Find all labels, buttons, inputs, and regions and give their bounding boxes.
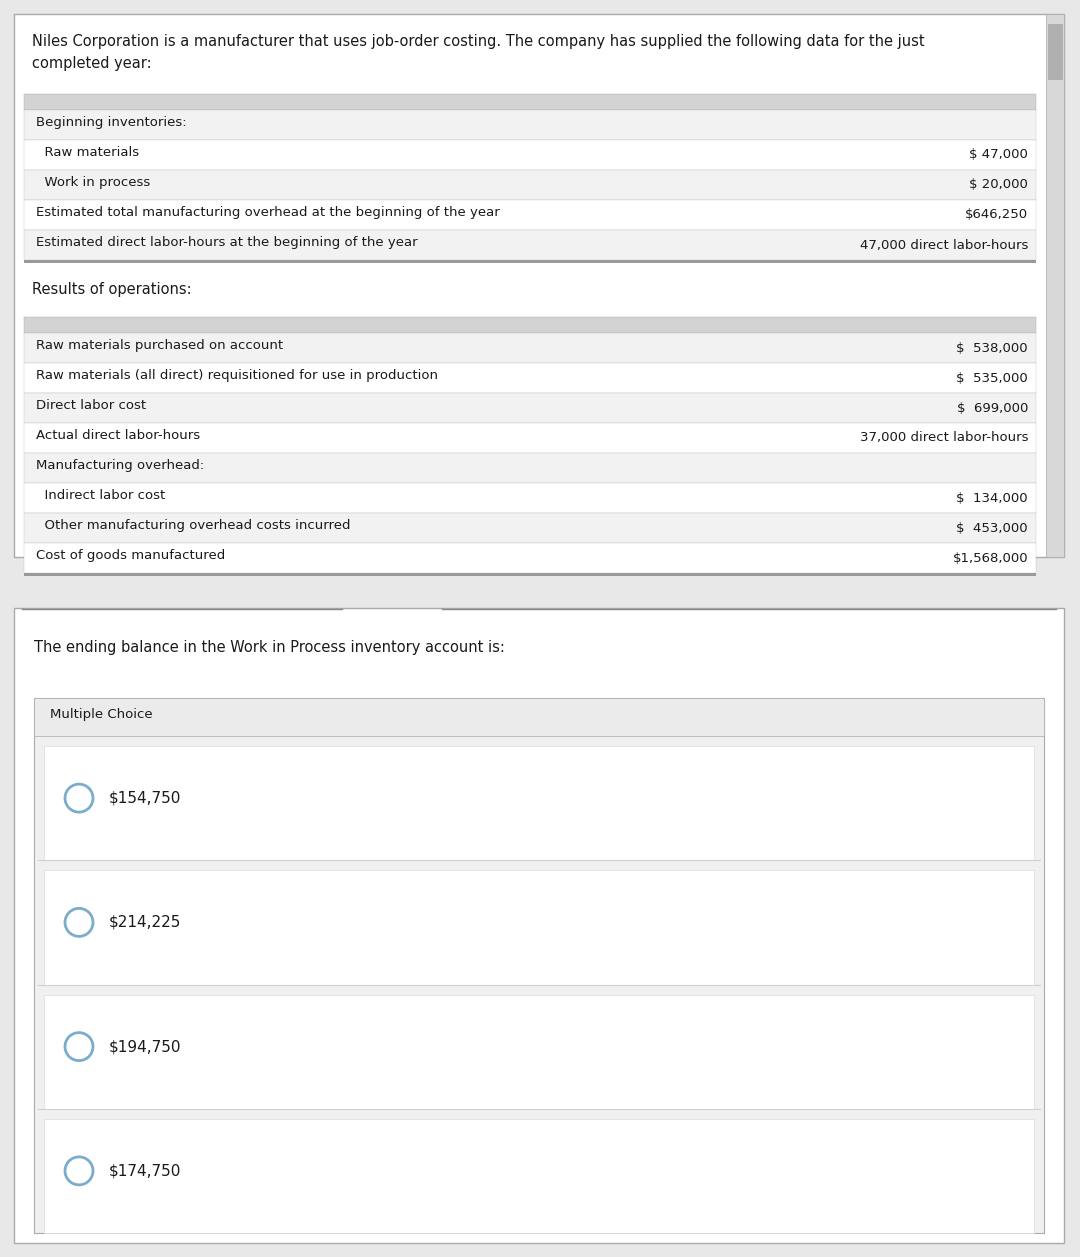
Text: Niles Corporation is a manufacturer that uses job-order costing. The company has: Niles Corporation is a manufacturer that… <box>32 34 924 72</box>
FancyBboxPatch shape <box>14 608 1064 1243</box>
FancyBboxPatch shape <box>44 745 1034 860</box>
Text: Cost of goods manufactured: Cost of goods manufactured <box>36 549 226 562</box>
Text: 37,000 direct labor-hours: 37,000 direct labor-hours <box>860 431 1028 445</box>
FancyBboxPatch shape <box>24 170 1036 200</box>
Text: Estimated direct labor-hours at the beginning of the year: Estimated direct labor-hours at the begi… <box>36 236 418 249</box>
FancyBboxPatch shape <box>24 333 1036 363</box>
FancyBboxPatch shape <box>1047 14 1064 557</box>
Text: $ 20,000: $ 20,000 <box>969 178 1028 191</box>
Text: $1,568,000: $1,568,000 <box>953 552 1028 564</box>
Text: $ 47,000: $ 47,000 <box>969 148 1028 161</box>
FancyBboxPatch shape <box>33 698 1044 1233</box>
Text: $174,750: $174,750 <box>109 1164 181 1178</box>
Text: Raw materials: Raw materials <box>36 146 139 158</box>
Text: Direct labor cost: Direct labor cost <box>36 398 146 412</box>
FancyBboxPatch shape <box>24 573 1036 576</box>
Text: The ending balance in the Work in Process inventory account is:: The ending balance in the Work in Proces… <box>33 640 504 655</box>
Text: $  699,000: $ 699,000 <box>957 401 1028 415</box>
FancyBboxPatch shape <box>24 424 1036 453</box>
Text: Estimated total manufacturing overhead at the beginning of the year: Estimated total manufacturing overhead a… <box>36 206 500 219</box>
Text: $  134,000: $ 134,000 <box>957 491 1028 504</box>
Text: $  535,000: $ 535,000 <box>956 372 1028 385</box>
FancyBboxPatch shape <box>24 94 1036 111</box>
FancyBboxPatch shape <box>24 393 1036 424</box>
FancyBboxPatch shape <box>33 698 1044 737</box>
FancyBboxPatch shape <box>24 317 1036 333</box>
Text: Indirect labor cost: Indirect labor cost <box>36 489 165 502</box>
Text: Results of operations:: Results of operations: <box>32 282 191 297</box>
FancyBboxPatch shape <box>44 994 1034 1109</box>
FancyBboxPatch shape <box>24 200 1036 230</box>
Text: Work in process: Work in process <box>36 176 150 189</box>
Text: $646,250: $646,250 <box>964 209 1028 221</box>
Text: Beginning inventories:: Beginning inventories: <box>36 116 187 129</box>
FancyBboxPatch shape <box>24 543 1036 573</box>
Text: Raw materials (all direct) requisitioned for use in production: Raw materials (all direct) requisitioned… <box>36 370 438 382</box>
Text: $  453,000: $ 453,000 <box>957 522 1028 534</box>
Text: Raw materials purchased on account: Raw materials purchased on account <box>36 339 283 352</box>
FancyBboxPatch shape <box>24 453 1036 483</box>
Text: Actual direct labor-hours: Actual direct labor-hours <box>36 429 200 442</box>
FancyBboxPatch shape <box>24 140 1036 170</box>
FancyBboxPatch shape <box>24 230 1036 260</box>
Text: $194,750: $194,750 <box>109 1040 181 1055</box>
FancyBboxPatch shape <box>24 260 1036 263</box>
FancyBboxPatch shape <box>44 870 1034 984</box>
FancyBboxPatch shape <box>24 363 1036 393</box>
FancyBboxPatch shape <box>24 483 1036 513</box>
FancyBboxPatch shape <box>44 1119 1034 1233</box>
Text: $154,750: $154,750 <box>109 791 181 806</box>
Text: $214,225: $214,225 <box>109 915 181 930</box>
FancyBboxPatch shape <box>24 111 1036 140</box>
Text: Manufacturing overhead:: Manufacturing overhead: <box>36 459 204 471</box>
Text: 47,000 direct labor-hours: 47,000 direct labor-hours <box>860 239 1028 251</box>
FancyBboxPatch shape <box>14 14 1064 557</box>
Text: Multiple Choice: Multiple Choice <box>50 708 152 722</box>
FancyBboxPatch shape <box>1048 24 1062 79</box>
Text: Other manufacturing overhead costs incurred: Other manufacturing overhead costs incur… <box>36 519 351 532</box>
FancyBboxPatch shape <box>24 513 1036 543</box>
Text: $  538,000: $ 538,000 <box>957 342 1028 354</box>
